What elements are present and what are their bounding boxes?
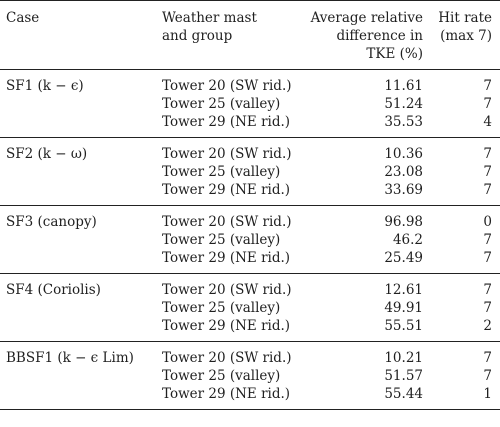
avg-cell: 46.2 (392, 232, 423, 248)
header-case-label: Case (6, 10, 40, 26)
case-label: SF2 (k − ω) (0, 137, 162, 163)
avg-cell: 10.21 (303, 341, 429, 367)
results-table: Case Weather mast and group Average rela… (0, 0, 500, 410)
table-row: SF1 (k − ϵ) Tower 20 (SW rid.) 11.61 7 (0, 69, 500, 95)
mast-cell: Tower 25 (valley) (162, 300, 281, 316)
table-row: SF4 (Coriolis) Tower 20 (SW rid.) 12.61 … (0, 273, 500, 299)
table-row: Tower 25 (valley) 46.2 7 (0, 231, 500, 249)
avg-cell: 51.24 (384, 96, 423, 112)
header-avg-line2: difference in (336, 28, 423, 44)
table-row: Tower 29 (NE rid.) 35.53 4 (0, 113, 500, 138)
hit-cell: 7 (429, 273, 500, 299)
header-hit-line2: (max 7) (440, 28, 492, 44)
avg-cell: 55.51 (384, 318, 423, 334)
mast-cell: Tower 20 (SW rid.) (162, 273, 303, 299)
mast-cell: Tower 25 (valley) (162, 232, 281, 248)
case-group: SF3 (canopy) Tower 20 (SW rid.) 96.98 0 … (0, 205, 500, 274)
mast-cell: Tower 25 (valley) (162, 164, 281, 180)
table-row: Tower 29 (NE rid.) 33.69 7 (0, 181, 500, 206)
mast-cell: Tower 20 (SW rid.) (162, 341, 303, 367)
mast-cell: Tower 20 (SW rid.) (162, 205, 303, 231)
header-mast-line1: Weather mast (162, 10, 257, 26)
avg-cell: 49.91 (384, 300, 423, 316)
case-label: SF3 (canopy) (0, 205, 162, 231)
avg-cell: 35.53 (384, 114, 423, 130)
mast-cell: Tower 29 (NE rid.) (162, 385, 303, 410)
table-row: Tower 29 (NE rid.) 25.49 7 (0, 249, 500, 274)
hit-cell: 7 (429, 69, 500, 95)
avg-cell: 51.57 (384, 368, 423, 384)
case-group: SF4 (Coriolis) Tower 20 (SW rid.) 12.61 … (0, 273, 500, 342)
case-label: SF1 (k − ϵ) (0, 69, 162, 95)
header-avg-line1: Average relative (310, 10, 423, 26)
case-group: BBSF1 (k − ϵ Lim) Tower 20 (SW rid.) 10.… (0, 341, 500, 410)
avg-cell: 11.61 (303, 69, 429, 95)
header-mast: Weather mast and group (162, 0, 303, 70)
header-case: Case (0, 0, 162, 70)
table-row: Tower 29 (NE rid.) 55.51 2 (0, 317, 500, 342)
mast-cell: Tower 25 (valley) (162, 368, 281, 384)
table-row: Tower 25 (valley) 51.57 7 (0, 367, 500, 385)
avg-cell: 12.61 (303, 273, 429, 299)
table-row: SF3 (canopy) Tower 20 (SW rid.) 96.98 0 (0, 205, 500, 231)
table-row: BBSF1 (k − ϵ Lim) Tower 20 (SW rid.) 10.… (0, 341, 500, 367)
hit-cell: 7 (483, 232, 492, 248)
hit-cell: 0 (429, 205, 500, 231)
mast-cell: Tower 25 (valley) (162, 96, 281, 112)
avg-cell: 55.44 (303, 385, 429, 410)
hit-cell: 7 (483, 250, 492, 266)
hit-cell: 2 (483, 318, 492, 334)
hit-cell: 7 (429, 341, 500, 367)
table-row: SF2 (k − ω) Tower 20 (SW rid.) 10.36 7 (0, 137, 500, 163)
table-row: Tower 29 (NE rid.) 55.44 1 (0, 385, 500, 410)
table-row: Tower 25 (valley) 51.24 7 (0, 95, 500, 113)
avg-cell: 33.69 (384, 182, 423, 198)
case-group: SF1 (k − ϵ) Tower 20 (SW rid.) 11.61 7 T… (0, 69, 500, 138)
hit-cell: 7 (429, 137, 500, 163)
mast-cell: Tower 29 (NE rid.) (162, 182, 291, 198)
mast-cell: Tower 29 (NE rid.) (162, 250, 291, 266)
header-avg-line3: TKE (%) (366, 46, 423, 62)
avg-cell: 96.98 (303, 205, 429, 231)
hit-cell: 7 (483, 96, 492, 112)
mast-cell: Tower 20 (SW rid.) (162, 69, 303, 95)
hit-cell: 4 (483, 114, 492, 130)
header-avg: Average relative difference in TKE (%) (303, 0, 429, 70)
header-row: Case Weather mast and group Average rela… (0, 0, 500, 70)
avg-cell: 23.08 (384, 164, 423, 180)
avg-cell: 10.36 (303, 137, 429, 163)
header-hit-line1: Hit rate (438, 10, 492, 26)
hit-cell: 7 (483, 368, 492, 384)
avg-cell: 25.49 (384, 250, 423, 266)
mast-cell: Tower 29 (NE rid.) (162, 114, 291, 130)
table-header: Case Weather mast and group Average rela… (0, 0, 500, 70)
hit-cell: 7 (483, 300, 492, 316)
hit-cell: 7 (483, 164, 492, 180)
header-mast-line2: and group (162, 28, 233, 44)
mast-cell: Tower 29 (NE rid.) (162, 318, 291, 334)
case-label: SF4 (Coriolis) (0, 273, 162, 299)
hit-cell: 7 (483, 182, 492, 198)
header-hit: Hit rate (max 7) (429, 0, 500, 70)
mast-cell: Tower 20 (SW rid.) (162, 137, 303, 163)
case-group: SF2 (k − ω) Tower 20 (SW rid.) 10.36 7 T… (0, 137, 500, 206)
hit-cell: 1 (429, 385, 500, 410)
case-label: BBSF1 (k − ϵ Lim) (0, 341, 162, 367)
table-row: Tower 25 (valley) 23.08 7 (0, 163, 500, 181)
table-row: Tower 25 (valley) 49.91 7 (0, 299, 500, 317)
